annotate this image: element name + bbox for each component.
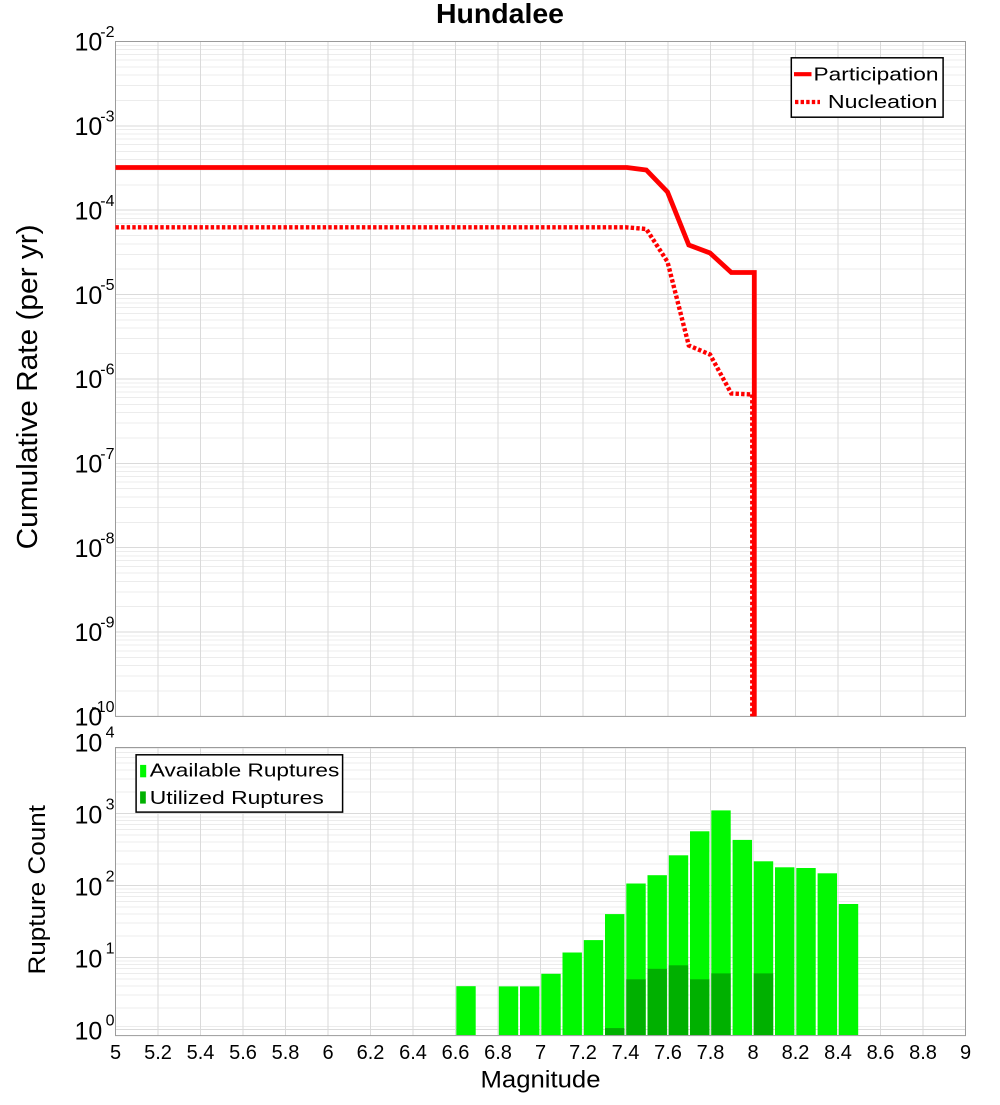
- svg-text:Magnitude: Magnitude: [481, 1067, 601, 1094]
- svg-text:10: 10: [75, 1018, 103, 1046]
- svg-text:8.8: 8.8: [909, 1042, 937, 1064]
- svg-text:8: 8: [747, 1042, 758, 1064]
- svg-text:Available Ruptures: Available Ruptures: [150, 759, 339, 780]
- svg-text:2: 2: [106, 868, 115, 885]
- svg-text:Rupture Count: Rupture Count: [24, 805, 51, 975]
- svg-text:5.6: 5.6: [229, 1042, 257, 1064]
- svg-text:9: 9: [960, 1042, 971, 1064]
- svg-text:Nucleation: Nucleation: [828, 91, 938, 112]
- svg-text:7: 7: [535, 1042, 546, 1064]
- svg-text:0: 0: [106, 1012, 115, 1029]
- svg-text:Cumulative Rate (per yr): Cumulative Rate (per yr): [12, 224, 44, 549]
- svg-text:6.2: 6.2: [357, 1042, 385, 1064]
- svg-text:-10: -10: [91, 699, 114, 716]
- svg-text:10: 10: [75, 946, 103, 974]
- svg-text:10: 10: [75, 113, 103, 141]
- svg-text:3: 3: [106, 796, 115, 813]
- svg-text:7.4: 7.4: [612, 1042, 640, 1064]
- svg-text:7.6: 7.6: [654, 1042, 682, 1064]
- svg-text:-4: -4: [100, 193, 114, 210]
- svg-text:-2: -2: [100, 24, 114, 41]
- svg-text:8.4: 8.4: [824, 1042, 852, 1064]
- svg-text:-3: -3: [100, 109, 114, 126]
- svg-text:10: 10: [75, 535, 103, 563]
- svg-text:6.8: 6.8: [484, 1042, 512, 1064]
- svg-text:Utilized Ruptures: Utilized Ruptures: [150, 787, 324, 808]
- svg-text:1: 1: [106, 940, 115, 957]
- svg-text:10: 10: [75, 29, 103, 57]
- svg-text:-6: -6: [100, 362, 114, 379]
- svg-text:Participation: Participation: [814, 64, 939, 85]
- svg-text:10: 10: [75, 619, 103, 647]
- svg-text:10: 10: [75, 282, 103, 310]
- svg-text:6: 6: [322, 1042, 333, 1064]
- svg-text:5.8: 5.8: [272, 1042, 300, 1064]
- svg-text:10: 10: [75, 730, 103, 758]
- svg-text:8.6: 8.6: [867, 1042, 895, 1064]
- svg-text:10: 10: [75, 874, 103, 902]
- svg-text:-5: -5: [100, 277, 114, 294]
- svg-text:10: 10: [75, 451, 103, 479]
- svg-text:5.2: 5.2: [144, 1042, 172, 1064]
- svg-text:Hundalee: Hundalee: [436, 0, 564, 29]
- svg-text:6.4: 6.4: [399, 1042, 427, 1064]
- svg-text:5: 5: [110, 1042, 121, 1064]
- svg-text:7.8: 7.8: [697, 1042, 725, 1064]
- svg-text:-9: -9: [100, 615, 114, 632]
- svg-text:5.4: 5.4: [187, 1042, 215, 1064]
- svg-text:-8: -8: [100, 530, 114, 547]
- svg-text:-7: -7: [100, 446, 114, 463]
- svg-text:7.2: 7.2: [569, 1042, 597, 1064]
- svg-text:8.2: 8.2: [782, 1042, 810, 1064]
- svg-text:6.6: 6.6: [442, 1042, 470, 1064]
- svg-text:10: 10: [75, 197, 103, 225]
- svg-text:10: 10: [75, 704, 103, 732]
- svg-text:4: 4: [106, 724, 115, 741]
- svg-text:10: 10: [75, 802, 103, 830]
- svg-text:10: 10: [75, 366, 103, 394]
